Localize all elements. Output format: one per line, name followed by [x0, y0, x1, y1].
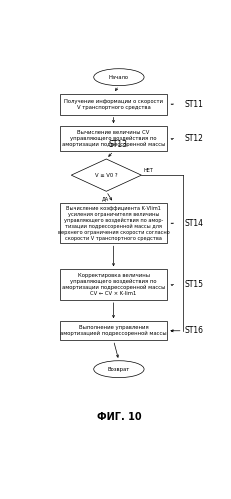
Ellipse shape [93, 361, 143, 378]
Text: ST13: ST13 [108, 140, 127, 149]
Text: V ≥ V0 ?: V ≥ V0 ? [94, 173, 117, 178]
Text: ST15: ST15 [184, 280, 203, 289]
Text: ST14: ST14 [184, 219, 203, 228]
Text: Возврат: Возврат [107, 367, 129, 372]
Text: ДА: ДА [101, 196, 109, 201]
Text: ФИГ. 10: ФИГ. 10 [96, 412, 141, 422]
Ellipse shape [93, 69, 143, 86]
Text: Вычисление величины CV
управляющего воздействия по
амортизации подрессоренной ма: Вычисление величины CV управляющего возд… [61, 130, 164, 147]
Text: ST11: ST11 [184, 100, 203, 109]
Text: ST16: ST16 [184, 326, 203, 335]
FancyBboxPatch shape [59, 203, 167, 244]
FancyBboxPatch shape [59, 321, 167, 340]
Polygon shape [71, 159, 141, 191]
Text: Получение информации о скорости
V транспортного средства: Получение информации о скорости V трансп… [64, 99, 162, 110]
FancyBboxPatch shape [59, 126, 167, 151]
Text: Начало: Начало [108, 75, 128, 80]
FancyBboxPatch shape [59, 269, 167, 300]
Text: ST12: ST12 [184, 134, 203, 143]
Text: Корректировка величины
управляющего воздействия по
амортизации подрессоренной ма: Корректировка величины управляющего возд… [61, 273, 164, 296]
Text: НЕТ: НЕТ [143, 168, 152, 173]
Text: Вычисление коэффициента K·Vlim1
усиления ограничителя величины
управляющего возд: Вычисление коэффициента K·Vlim1 усиления… [57, 206, 169, 241]
Text: Выполнение управления
амортизацией подрессоренной массы: Выполнение управления амортизацией подре… [60, 325, 166, 336]
FancyBboxPatch shape [59, 93, 167, 115]
